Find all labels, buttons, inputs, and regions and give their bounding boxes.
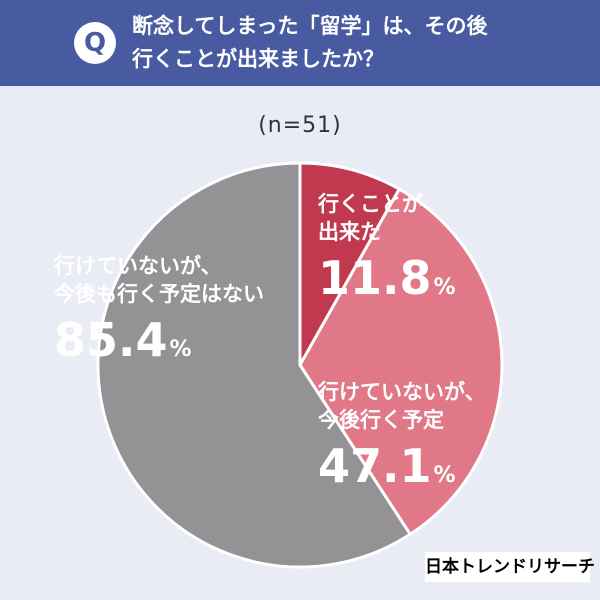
- sample-size-label: (n=51): [258, 113, 342, 138]
- pie-slice-went: [298, 161, 401, 367]
- question-text: 断念してしまった「留学」は、その後 行くことが出来ましたか？: [132, 10, 572, 76]
- slice-label-no-plan-line-2: 今後も行く予定はない: [54, 282, 264, 306]
- slice-value-no-plan: 85.4%: [54, 314, 264, 366]
- slice-label-went: 行くことが 出来た 11.8%: [318, 190, 456, 304]
- slice-value-went: 11.8%: [318, 252, 456, 304]
- question-line-2: 行くことが出来ましたか？: [132, 47, 384, 71]
- pie-slice-no-plan: [96, 161, 412, 569]
- slice-label-went-line-1: 行くことが: [318, 192, 423, 216]
- slice-label-went-line-2: 出来た: [318, 220, 381, 244]
- slice-value-plan-unit: %: [433, 463, 456, 488]
- question-line-1: 断念してしまった「留学」は、その後: [132, 14, 488, 38]
- brand-logo: 日本トレンドリサーチ: [425, 552, 595, 582]
- slice-label-plan-line-1: 行けていないが、: [318, 380, 486, 404]
- slice-label-plan-line-2: 今後行く予定: [318, 408, 444, 432]
- slice-value-plan: 47.1%: [318, 440, 486, 492]
- slice-value-went-unit: %: [433, 275, 456, 300]
- slice-label-no-plan: 行けていないが、 今後も行く予定はない 85.4%: [54, 252, 264, 366]
- slice-value-no-plan-number: 85.4: [54, 313, 168, 367]
- pie-slice-plan: [298, 187, 504, 536]
- slice-label-plan: 行けていないが、 今後行く予定 47.1%: [318, 378, 486, 492]
- slice-value-no-plan-unit: %: [169, 337, 192, 362]
- question-header: Q 断念してしまった「留学」は、その後 行くことが出来ましたか？: [0, 0, 600, 86]
- slice-value-went-number: 11.8: [318, 251, 432, 305]
- slice-label-no-plan-line-1: 行けていないが、: [54, 254, 222, 278]
- slice-value-plan-number: 47.1: [318, 439, 432, 493]
- question-badge: Q: [74, 22, 116, 64]
